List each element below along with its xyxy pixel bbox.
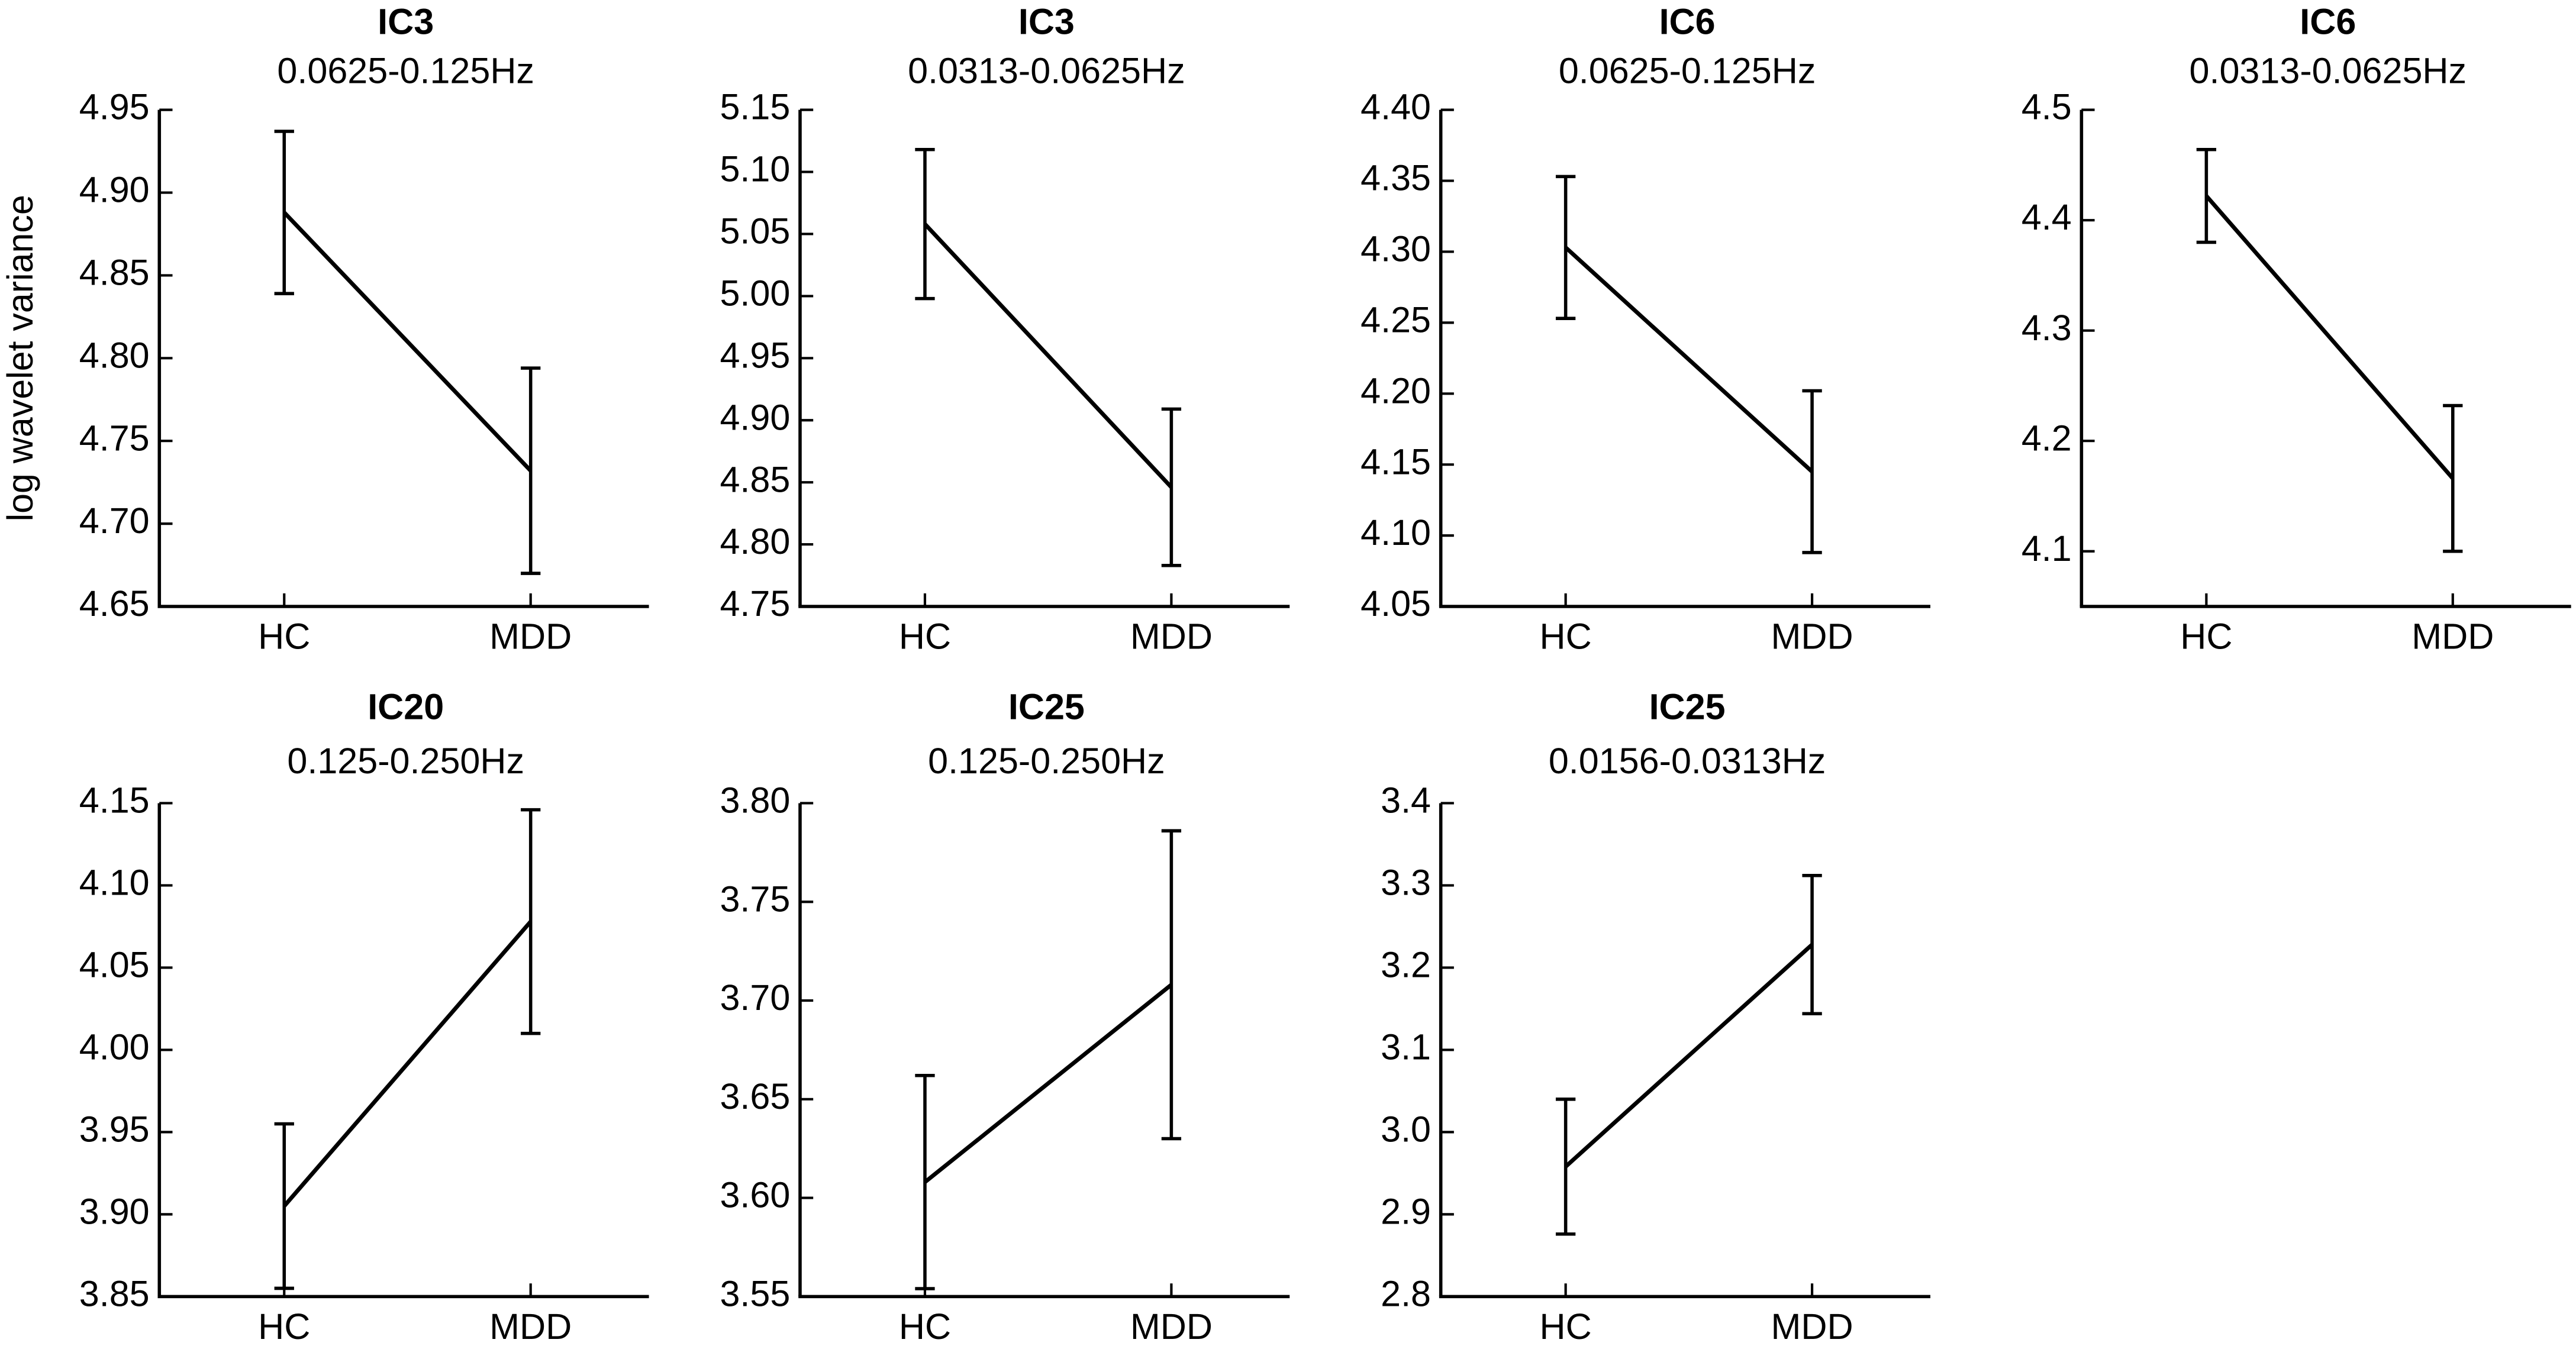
x-tick-label: HC [899,1306,951,1347]
y-tick-label: 4.15 [79,780,150,821]
y-tick-label: 3.85 [79,1273,150,1314]
chart-title: IC3 [378,2,434,42]
error-bar [1556,175,1576,320]
y-tick-label: 4.40 [1360,87,1431,127]
y-tick-label: 4.90 [79,170,150,210]
y-tick-label: 4.70 [79,501,150,541]
error-bar [2443,404,2463,553]
y-tick-label: 5.15 [720,87,790,127]
y-tick-label: 4.90 [720,397,790,437]
y-tick-label: 4.35 [1360,158,1431,198]
chart-subtitle: 0.125-0.250Hz [928,741,1165,781]
data-line [282,211,533,472]
y-tick-label: 3.65 [720,1076,790,1116]
y-tick-label: 3.55 [720,1273,790,1314]
y-tick-label: 4.15 [1360,441,1431,482]
y-tick-label: 4.10 [1360,512,1431,553]
y-axis-label: log wavelet variance [0,195,40,521]
x-tick-label: MDD [1771,1306,1853,1347]
chart-title: IC6 [1659,2,1716,42]
y-tick-label: 4.1 [2022,528,2072,569]
x-tick-label: MDD [489,1306,572,1347]
chart-subtitle: 0.125-0.250Hz [287,741,524,781]
y-tick-label: 3.0 [1381,1109,1431,1150]
y-tick-label: 4.20 [1360,370,1431,411]
chart-title: IC3 [1018,2,1075,42]
x-tick-label: MDD [1130,617,1213,657]
x-tick-label: HC [1540,617,1592,657]
y-tick-label: 4.95 [79,87,150,127]
y-tick-label: 3.1 [1381,1027,1431,1067]
y-tick-label: 3.60 [720,1175,790,1215]
y-tick-label: 4.00 [79,1027,150,1067]
x-tick-label: MDD [2411,617,2494,657]
y-tick-label: 3.70 [720,977,790,1018]
y-tick-label: 5.05 [720,211,790,251]
x-tick-label: MDD [1130,1306,1213,1347]
x-tick-label: HC [899,617,951,657]
y-tick-label: 4.85 [720,459,790,499]
data-line [2204,194,2455,480]
y-tick-label: 4.3 [2022,308,2072,348]
y-tick-label: 4.80 [79,335,150,375]
y-tick-label: 3.3 [1381,863,1431,903]
data-line [1564,246,1814,473]
y-tick-label: 4.95 [720,335,790,375]
y-tick-label: 4.75 [79,418,150,458]
x-tick-label: HC [1540,1306,1592,1347]
chart-subtitle: 0.0313-0.0625Hz [2190,51,2467,91]
data-line [923,222,1173,489]
y-tick-label: 4.5 [2022,87,2072,127]
chart-title: IC20 [367,687,444,727]
y-tick-label: 5.10 [720,149,790,189]
y-tick-label: 3.90 [79,1192,150,1232]
x-tick-label: HC [2180,617,2232,657]
y-tick-label: 3.95 [79,1109,150,1150]
data-line [923,983,1173,1184]
y-tick-label: 4.05 [79,945,150,985]
y-tick-label: 4.80 [720,521,790,561]
y-tick-label: 4.4 [2022,197,2072,237]
x-tick-label: HC [258,617,310,657]
y-tick-label: 2.8 [1381,1273,1431,1314]
chart-title: IC25 [1008,687,1085,727]
y-tick-label: 5.00 [720,273,790,314]
data-line [1564,943,1814,1169]
y-tick-label: 3.4 [1381,780,1431,821]
chart-subtitle: 0.0313-0.0625Hz [908,51,1185,91]
y-tick-label: 4.05 [1360,583,1431,624]
chart-title: IC25 [1649,687,1726,727]
y-tick-label: 3.75 [720,879,790,919]
y-tick-label: 4.75 [720,583,790,624]
x-tick-label: MDD [1771,617,1853,657]
y-tick-label: 3.2 [1381,945,1431,985]
chart-subtitle: 0.0625-0.125Hz [277,51,534,91]
y-tick-label: 3.80 [720,780,790,821]
chart-subtitle: 0.0156-0.0313Hz [1549,741,1826,781]
error-bar [915,147,935,301]
y-tick-label: 4.30 [1360,229,1431,269]
y-tick-label: 2.9 [1381,1192,1431,1232]
y-tick-label: 4.2 [2022,418,2072,458]
data-line [282,920,533,1208]
y-tick-label: 4.10 [79,863,150,903]
y-tick-label: 4.25 [1360,300,1431,340]
x-tick-label: MDD [489,617,572,657]
y-tick-label: 4.65 [79,583,150,624]
x-tick-label: HC [258,1306,310,1347]
chart-title: IC6 [2300,2,2356,42]
chart-subtitle: 0.0625-0.125Hz [1559,51,1816,91]
y-tick-label: 4.85 [79,253,150,293]
